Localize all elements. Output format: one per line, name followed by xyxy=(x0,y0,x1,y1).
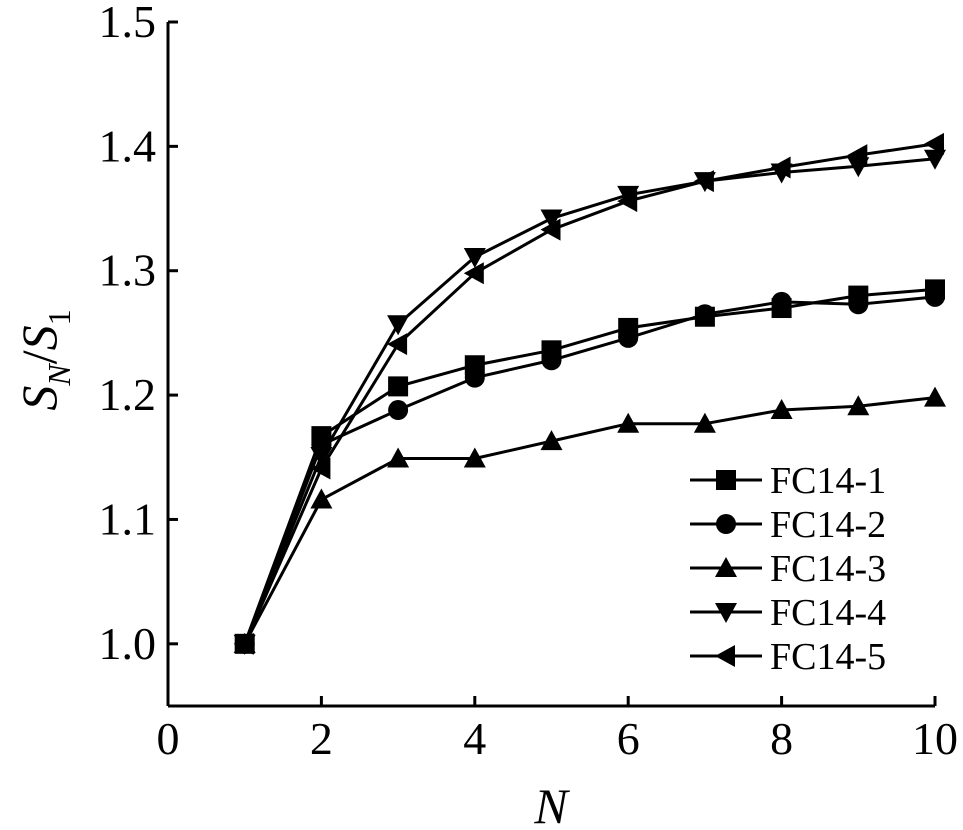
y-tick-label: 1.0 xyxy=(99,618,157,669)
data-point xyxy=(847,144,868,167)
data-point xyxy=(310,447,333,468)
data-point xyxy=(463,447,486,468)
series-line xyxy=(243,396,936,645)
x-tick-label: 4 xyxy=(463,713,486,764)
x-tick-label: 10 xyxy=(912,713,958,764)
data-point xyxy=(233,632,254,655)
y-axis-title-sub1: N xyxy=(41,363,77,387)
data-point xyxy=(464,367,485,388)
legend-item: FC14-5 xyxy=(690,636,886,678)
data-point xyxy=(693,412,716,433)
y-tick-label: 1.5 xyxy=(99,0,157,47)
data-point xyxy=(388,376,409,397)
x-tick-label: 6 xyxy=(617,713,640,764)
axes xyxy=(166,22,935,708)
data-point xyxy=(463,248,486,269)
legend-label: FC14-4 xyxy=(770,592,886,634)
data-point xyxy=(924,386,946,407)
data-point xyxy=(617,190,638,213)
series-5 xyxy=(233,132,944,655)
data-point xyxy=(618,327,639,348)
y-tick-label: 1.1 xyxy=(99,493,157,544)
x-tick-label: 0 xyxy=(157,713,180,764)
svg-text:SN/S1: SN/S1 xyxy=(11,309,77,410)
y-axis-title: SN/S1 xyxy=(11,309,77,410)
data-point xyxy=(387,333,408,356)
data-point xyxy=(925,286,945,307)
ticks: 1.0 1.1 1.2 1.3 1.4 1.5 0 2 4 6 8 10 xyxy=(99,0,959,764)
data-point xyxy=(540,209,563,230)
legend-item: FC14-3 xyxy=(690,548,886,590)
data-point xyxy=(924,132,944,155)
legend-label: FC14-3 xyxy=(770,548,886,590)
legend-marker xyxy=(715,557,737,577)
legend-label: FC14-1 xyxy=(770,460,886,502)
legend-label: FC14-2 xyxy=(770,504,886,546)
legend-marker xyxy=(716,514,736,534)
data-point xyxy=(847,395,870,416)
series-line xyxy=(243,295,936,645)
data-point xyxy=(310,488,333,509)
data-point xyxy=(463,262,484,285)
y-tick-label: 1.3 xyxy=(99,245,157,296)
y-axis-title-main2: S xyxy=(11,325,67,350)
legend-marker xyxy=(715,645,735,667)
y-tick-label: 1.2 xyxy=(99,369,157,420)
legend-item: FC14-4 xyxy=(690,592,886,634)
series-layer xyxy=(233,132,946,655)
series-line xyxy=(243,142,936,645)
data-point xyxy=(693,170,714,193)
data-point xyxy=(848,294,869,315)
data-point xyxy=(387,315,410,336)
data-point xyxy=(924,149,946,170)
series-3 xyxy=(233,386,946,653)
data-point xyxy=(770,156,791,179)
data-point xyxy=(617,412,640,433)
legend-item: FC14-2 xyxy=(690,504,886,546)
legend-item: FC14-1 xyxy=(690,460,886,502)
y-axis-title-sep: / xyxy=(11,350,67,364)
y-axis-title-sub2: 1 xyxy=(41,309,77,325)
y-tick-label: 1.4 xyxy=(99,120,157,171)
legend-marker xyxy=(715,603,737,623)
data-point xyxy=(694,304,715,325)
data-point xyxy=(388,400,409,421)
data-point xyxy=(540,218,561,241)
x-tick-label: 8 xyxy=(770,713,793,764)
data-point xyxy=(540,430,563,451)
data-point xyxy=(771,291,792,312)
data-point xyxy=(770,399,793,420)
x-axis-title: N xyxy=(533,778,570,830)
x-tick-label: 2 xyxy=(310,713,333,764)
series-line xyxy=(243,157,936,645)
y-axis-title-main: S xyxy=(11,386,67,411)
data-point xyxy=(310,457,331,480)
legend-marker xyxy=(716,470,736,490)
data-point xyxy=(541,350,562,371)
legend-label: FC14-5 xyxy=(770,636,886,678)
data-point xyxy=(387,447,410,468)
series-2 xyxy=(234,286,945,654)
